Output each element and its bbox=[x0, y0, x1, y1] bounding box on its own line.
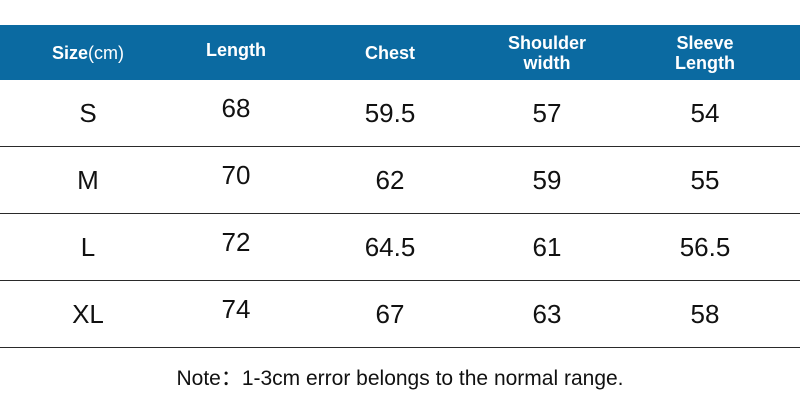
cell-sleeve-length: 56.5 bbox=[679, 231, 731, 262]
table-row: L 72 64.5 61 56.5 bbox=[0, 214, 800, 281]
cell-size: M bbox=[77, 164, 99, 195]
size-chart-table: Size (cm) Length Chest Shoulder width Sle… bbox=[0, 25, 800, 348]
header-size-label: Size bbox=[51, 42, 89, 63]
header-size: Size (cm) bbox=[0, 25, 176, 80]
cell-length: 74 bbox=[221, 293, 251, 324]
header-length: Length bbox=[206, 39, 266, 60]
cell-sleeve-length: 54 bbox=[690, 97, 720, 128]
cell-chest: 59.5 bbox=[364, 97, 416, 128]
header-chest: Chest bbox=[364, 42, 415, 63]
table-row: M 70 62 59 55 bbox=[0, 147, 800, 214]
header-shoulder-width: Shoulder width bbox=[507, 32, 586, 73]
cell-chest: 64.5 bbox=[364, 231, 416, 262]
cell-length: 72 bbox=[221, 226, 251, 257]
cell-sleeve-length: 58 bbox=[690, 298, 720, 329]
cell-length: 70 bbox=[221, 159, 251, 190]
cell-length: 68 bbox=[221, 92, 251, 123]
table-row: S 68 59.5 57 54 bbox=[0, 80, 800, 147]
cell-shoulder-width: 59 bbox=[532, 164, 562, 195]
header-sleeve-length: Sleeve Length bbox=[675, 32, 735, 73]
cell-size: XL bbox=[72, 298, 104, 329]
cell-size: L bbox=[80, 231, 96, 262]
cell-chest: 62 bbox=[375, 164, 405, 195]
cell-size: S bbox=[79, 97, 97, 128]
cell-sleeve-length: 55 bbox=[690, 164, 720, 195]
cell-chest: 67 bbox=[375, 298, 405, 329]
table-header-row: Size (cm) Length Chest Shoulder width Sle… bbox=[0, 25, 800, 80]
cell-shoulder-width: 61 bbox=[532, 231, 562, 262]
table-row: XL 74 67 63 58 bbox=[0, 281, 800, 348]
header-size-unit: (cm) bbox=[88, 42, 124, 63]
size-note: Note：1-3cm error belongs to the normal r… bbox=[176, 367, 624, 390]
cell-shoulder-width: 63 bbox=[532, 298, 562, 329]
cell-shoulder-width: 57 bbox=[532, 97, 562, 128]
